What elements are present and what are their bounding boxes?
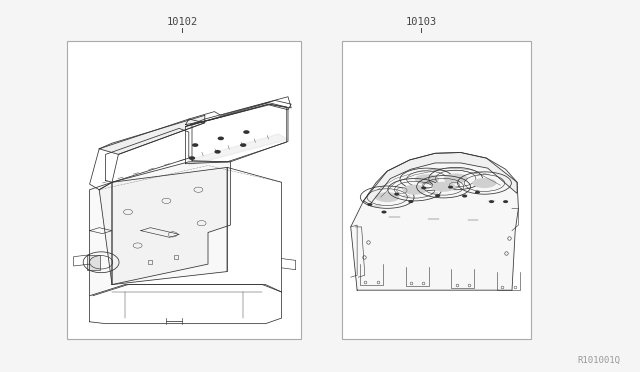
Bar: [342, 41, 531, 339]
Circle shape: [394, 193, 399, 196]
Text: 10103: 10103: [406, 17, 436, 27]
Circle shape: [503, 200, 508, 203]
Polygon shape: [112, 167, 227, 285]
Circle shape: [448, 186, 453, 189]
Circle shape: [489, 200, 494, 203]
Bar: [87, 255, 100, 270]
Circle shape: [381, 211, 387, 214]
Ellipse shape: [375, 192, 399, 202]
Ellipse shape: [415, 174, 439, 185]
Circle shape: [214, 150, 221, 154]
Circle shape: [462, 195, 467, 198]
Polygon shape: [99, 162, 230, 285]
Ellipse shape: [403, 185, 427, 195]
Circle shape: [189, 156, 195, 160]
Circle shape: [367, 203, 372, 206]
Circle shape: [192, 143, 198, 147]
Text: 10102: 10102: [167, 17, 198, 27]
Ellipse shape: [472, 178, 497, 188]
Circle shape: [435, 194, 440, 197]
Circle shape: [475, 191, 480, 194]
Polygon shape: [364, 153, 517, 205]
Polygon shape: [189, 134, 288, 166]
Ellipse shape: [431, 182, 456, 192]
Circle shape: [421, 186, 426, 189]
Text: R101001Q: R101001Q: [578, 356, 621, 365]
Circle shape: [240, 143, 246, 147]
Polygon shape: [99, 115, 205, 154]
Circle shape: [243, 130, 250, 134]
Circle shape: [408, 200, 413, 203]
Circle shape: [218, 137, 224, 140]
Ellipse shape: [444, 173, 468, 183]
Polygon shape: [90, 182, 112, 296]
Bar: [67, 41, 301, 339]
Polygon shape: [351, 153, 518, 290]
